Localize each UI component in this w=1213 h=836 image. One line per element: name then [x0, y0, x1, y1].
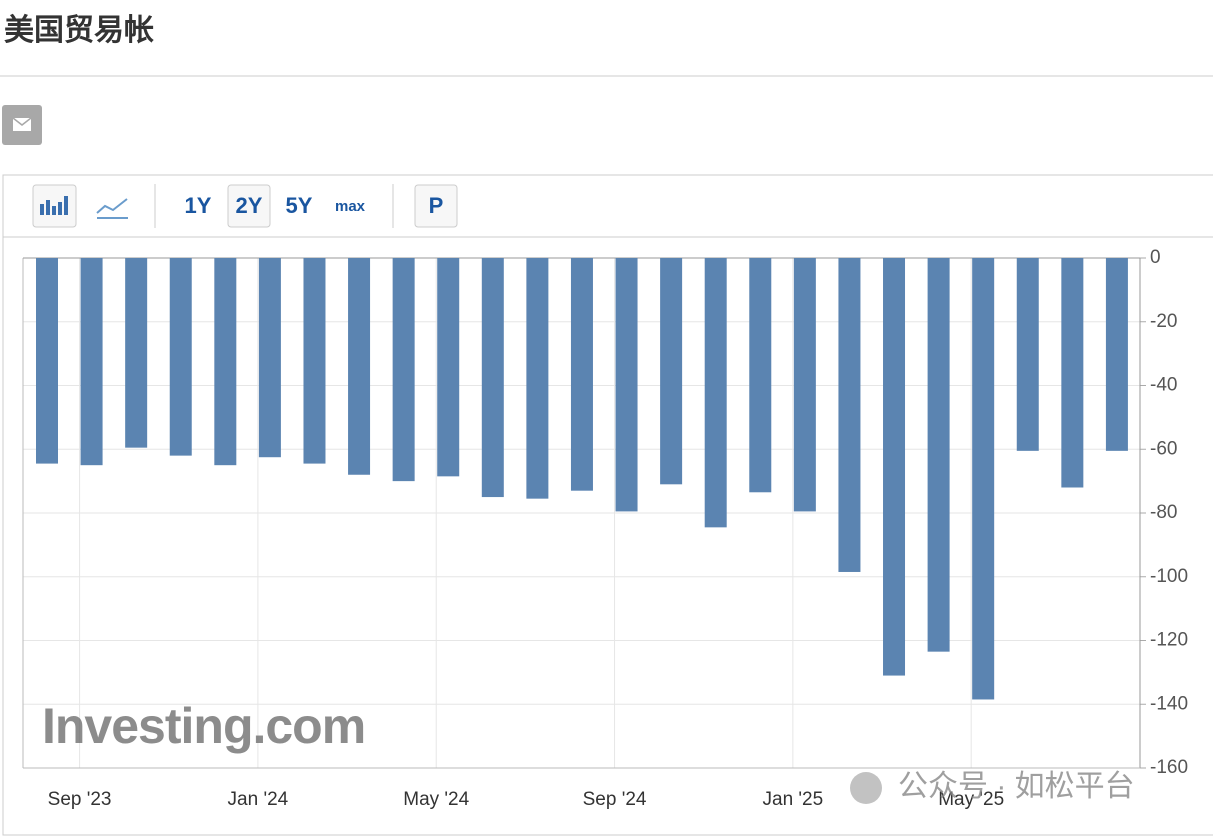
x-tick-label: May '24 [403, 789, 469, 810]
range-button[interactable]: 5Y [286, 193, 313, 218]
y-tick-label: -60 [1150, 438, 1177, 459]
x-tick-label: Jan '25 [763, 789, 824, 810]
range-button[interactable]: P [429, 193, 444, 218]
range-button[interactable]: 2Y [236, 193, 263, 218]
bar [1105, 258, 1128, 451]
y-tick-label: -160 [1150, 757, 1188, 778]
mail-button[interactable] [2, 105, 42, 145]
bar [1061, 258, 1084, 488]
y-tick-label: -120 [1150, 630, 1188, 651]
watermark: Investing.com [42, 698, 365, 754]
watermark-icon [850, 772, 882, 804]
bar [36, 258, 58, 464]
bar [125, 258, 148, 448]
bar [437, 258, 460, 477]
bar [1016, 258, 1039, 451]
range-button[interactable]: max [335, 198, 366, 215]
bar [303, 258, 326, 464]
bar [749, 258, 772, 493]
bar [481, 258, 504, 498]
range-button[interactable]: 1Y [185, 193, 212, 218]
page-title: 美国贸易帐 [4, 13, 154, 47]
bar [214, 258, 237, 466]
bar [704, 258, 727, 528]
x-tick-label: Sep '23 [48, 789, 112, 810]
bar [615, 258, 638, 512]
bar [169, 258, 192, 456]
p-button-box [414, 184, 458, 228]
bar [793, 258, 816, 512]
bar [570, 258, 593, 491]
bar [392, 258, 415, 482]
y-tick-label: -140 [1150, 693, 1188, 714]
bar [660, 258, 683, 485]
bar [883, 258, 906, 676]
bar [838, 258, 861, 572]
line-type-button[interactable] [96, 198, 128, 219]
y-tick-label: 0 [1150, 247, 1161, 268]
bar [972, 258, 995, 700]
y-tick-label: -20 [1150, 311, 1177, 332]
bar [526, 258, 549, 499]
bar [348, 258, 371, 475]
y-tick-label: -80 [1150, 502, 1177, 523]
y-tick-label: -100 [1150, 566, 1188, 587]
x-tick-label: Jan '24 [228, 789, 289, 810]
watermark: 公众号 · 如松平台 [898, 770, 1135, 803]
y-tick-label: -40 [1150, 375, 1177, 396]
x-tick-label: May '25 [938, 789, 1004, 810]
active-range [227, 184, 271, 228]
bar [927, 258, 950, 652]
bar-type-button[interactable] [32, 184, 77, 228]
bar [80, 258, 103, 466]
bar [258, 258, 281, 458]
x-tick-label: Sep '24 [583, 789, 647, 810]
